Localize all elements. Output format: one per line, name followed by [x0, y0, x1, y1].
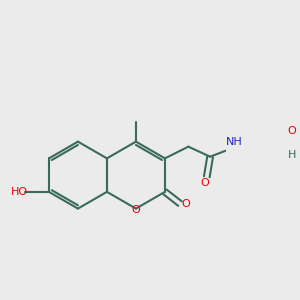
Text: NH: NH — [226, 137, 243, 147]
Text: H: H — [288, 150, 296, 160]
Text: O: O — [182, 199, 190, 208]
Text: O: O — [287, 126, 296, 136]
Text: HO: HO — [11, 187, 28, 197]
Text: O: O — [132, 205, 140, 215]
Text: O: O — [201, 178, 209, 188]
